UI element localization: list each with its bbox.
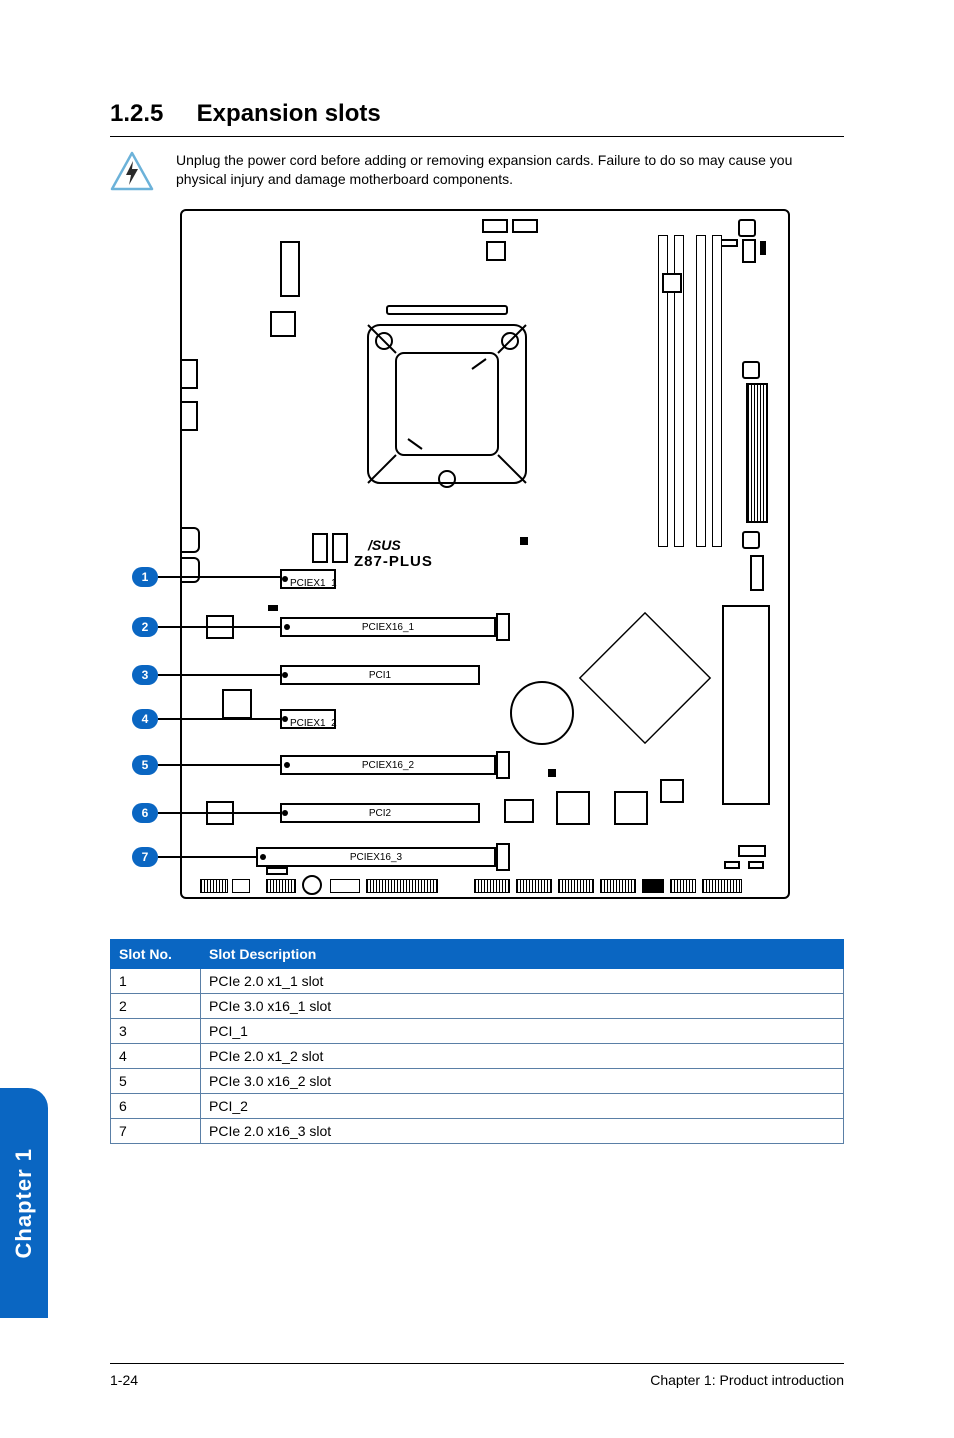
table-row: 1PCIe 2.0 x1_1 slot [111, 969, 844, 994]
latch [496, 751, 510, 779]
slot-pciex16-2: PCIEX16_2 [280, 755, 496, 775]
page-footer: 1-24 Chapter 1: Product introduction [110, 1363, 844, 1388]
callout-badge: 4 [132, 709, 158, 729]
small-conn [748, 861, 764, 869]
header-block [504, 799, 534, 823]
square-block [662, 273, 682, 293]
chip [312, 533, 328, 563]
col-slot-no: Slot No. [111, 940, 201, 969]
header-block [512, 219, 538, 233]
bottom-header [330, 879, 360, 893]
cpu-socket [362, 319, 532, 489]
sata-block [722, 605, 770, 805]
small-conn [266, 867, 288, 875]
table-header-row: Slot No. Slot Description [111, 940, 844, 969]
chip [222, 689, 252, 719]
chip [614, 791, 648, 825]
atx-power [746, 383, 768, 523]
bottom-header [600, 879, 636, 893]
table-row: 6PCI_2 [111, 1094, 844, 1119]
io-port [182, 359, 198, 389]
warning-icon [110, 151, 154, 191]
small-conn [738, 845, 766, 857]
slot-pci2: PCI2 [280, 803, 480, 823]
table-row: 2PCIe 3.0 x16_1 slot [111, 994, 844, 1019]
callout-badge: 3 [132, 665, 158, 685]
chip [556, 791, 590, 825]
bottom-header [232, 879, 250, 893]
small-conn [760, 241, 766, 255]
dimm-slot [712, 235, 722, 547]
chapter-tab-label: Chapter 1 [11, 1148, 37, 1258]
io-port [182, 401, 198, 431]
screw-hole [738, 219, 756, 237]
col-slot-desc: Slot Description [201, 940, 844, 969]
table-row: 5PCIe 3.0 x16_2 slot [111, 1069, 844, 1094]
callout-badge: 6 [132, 803, 158, 823]
page-number: 1-24 [110, 1372, 138, 1388]
slot-pciex16-1: PCIEX16_1 [280, 617, 496, 637]
callout-badge: 1 [132, 567, 158, 587]
io-port [182, 557, 200, 583]
model-label: Z87-PLUS [354, 553, 433, 570]
bottom-header [642, 879, 664, 893]
small-conn [724, 861, 740, 869]
table-row: 7PCIe 2.0 x16_3 slot [111, 1119, 844, 1144]
callout-badge: 7 [132, 847, 158, 867]
pch-chip [579, 612, 711, 744]
bottom-header [366, 879, 438, 893]
bottom-header [702, 879, 742, 893]
chapter-title: Chapter 1: Product introduction [650, 1372, 844, 1388]
square-block [660, 779, 684, 803]
section-heading: 1.2.5 Expansion slots [110, 100, 844, 128]
callout-badge: 5 [132, 755, 158, 775]
section-number: 1.2.5 [110, 100, 190, 128]
lever-top [386, 305, 508, 315]
screw-hole [742, 531, 760, 549]
vreg-block [280, 241, 300, 297]
slot-pciex1-1: PCIEX1_1 [280, 569, 336, 589]
header-block [482, 219, 508, 233]
section-title: Expansion slots [197, 100, 381, 127]
slot-pciex1-2: PCIEX1_2 [280, 709, 336, 729]
bottom-header [200, 879, 228, 893]
heading-rule [110, 136, 844, 137]
slot-table: Slot No. Slot Description 1PCIe 2.0 x1_1… [110, 939, 844, 1144]
small-conn [742, 239, 756, 263]
bottom-header [266, 879, 296, 893]
slot-pciex16-3: PCIEX16_3 [256, 847, 496, 867]
dot-mark [520, 537, 528, 545]
slot-pci1: PCI1 [280, 665, 480, 685]
table-row: 4PCIe 2.0 x1_2 slot [111, 1044, 844, 1069]
motherboard-diagram: /SUS Z87-PLUS PCIEX1_1 PCIEX16_1 PCI1 PC… [180, 209, 790, 899]
small-conn [750, 555, 764, 591]
bottom-header [670, 879, 696, 893]
io-port [182, 527, 200, 553]
latch [496, 613, 510, 641]
brand-label: /SUS [368, 537, 401, 553]
square-block [270, 311, 296, 337]
chip [332, 533, 348, 563]
bottom-header [516, 879, 552, 893]
round-chip [510, 681, 574, 745]
dimm-slot [696, 235, 706, 547]
power-button-icon [302, 875, 322, 895]
latch [496, 843, 510, 871]
chapter-tab: Chapter 1 [0, 1088, 48, 1318]
warning-block: Unplug the power cord before adding or r… [110, 151, 844, 191]
warning-text: Unplug the power cord before adding or r… [176, 151, 844, 189]
bottom-header [474, 879, 510, 893]
bottom-header [558, 879, 594, 893]
callout-badge: 2 [132, 617, 158, 637]
screw-hole [742, 361, 760, 379]
table-row: 3PCI_1 [111, 1019, 844, 1044]
square-block [486, 241, 506, 261]
